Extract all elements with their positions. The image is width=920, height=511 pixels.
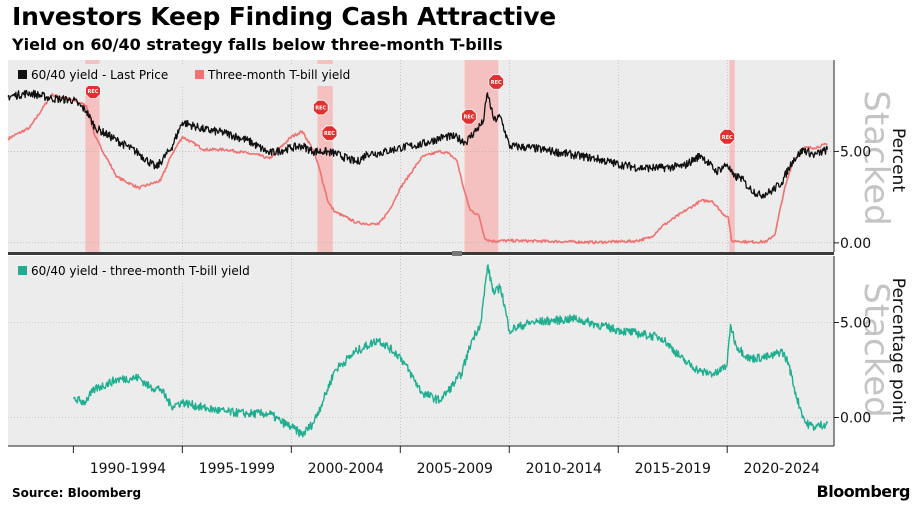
x-axis: 1990-1994 1995-1999 2000-2004 2005-2009 2010… [8, 445, 834, 477]
bottom-legend: 60/40 yield - three-month T-bill yield [12, 260, 282, 282]
top-ylabel: Percent [888, 128, 908, 192]
rec-marker-shape-5 [719, 128, 735, 145]
top-panel: REC REC REC REC REC REC 60/40 yield - Last Pr… [7, 60, 908, 252]
bottom-legend-background [12, 260, 282, 282]
legend-label-spread: 60/40 yield - three-month T-bill yield [31, 264, 250, 278]
rec-marker-shape-1 [312, 99, 329, 116]
x-tick-label-5: 2015-2019 [635, 461, 711, 477]
bottom-watermark: Stacked [856, 282, 896, 417]
rec-marker-label-2: REC [324, 131, 335, 137]
top-legend-background [12, 64, 366, 86]
chart-subtitle: Yield on 60/40 strategy falls below thre… [12, 35, 503, 54]
top-panel-background [8, 60, 834, 252]
rec-marker-label-0: REC [88, 89, 99, 95]
legend-label-6040-yield: 60/40 yield - Last Price [31, 68, 168, 82]
top-gridlines [8, 60, 834, 252]
legend-swatch-red [195, 70, 204, 79]
bottom-ytick-label-0: 0.00 [840, 411, 871, 427]
top-ytick-label-0: 0.00 [840, 236, 871, 252]
rec-marker-label-5: REC [722, 135, 733, 141]
rec-marker-label-1: REC [315, 106, 326, 112]
legend-swatch-black [18, 70, 27, 79]
x-tick-label-2: 2000-2004 [308, 461, 384, 477]
series-line-tbill-yield [7, 93, 828, 245]
x-tick-label-0: 1990-1994 [90, 461, 166, 477]
bottom-panel-background [8, 256, 834, 446]
top-legend: 60/40 yield - Last Price Three-month T-b… [12, 64, 366, 86]
top-ytick-label-1: 5.00 [840, 144, 871, 160]
rec-marker-shape-2 [321, 125, 338, 141]
chart-title: Investors Keep Finding Cash Attractive [12, 2, 557, 31]
rec-marker-0[interactable]: REC [85, 83, 101, 99]
top-series-lines [7, 89, 829, 245]
recession-band-3 [729, 60, 735, 252]
x-tick-label-6: 2020-2024 [744, 461, 820, 477]
rec-marker-5[interactable]: REC [719, 128, 735, 145]
rec-marker-label-4: REC [491, 80, 502, 86]
panel-divider [8, 252, 834, 255]
bottom-series-lines [72, 264, 829, 438]
recession-band-2 [464, 60, 499, 252]
bottom-y-ticks: 0.00 5.00 [833, 256, 871, 446]
rec-marker-4[interactable]: REC [488, 74, 505, 90]
x-tick-label-3: 2005-2009 [417, 461, 493, 477]
rec-marker-shape-3 [461, 108, 477, 125]
bottom-ylabel: Percentage point [888, 278, 908, 423]
top-y-ticks: 0.00 5.00 [833, 60, 871, 252]
source-note: Source: Bloomberg [12, 486, 142, 500]
bottom-panel: 60/40 yield - three-month T-bill yield S… [8, 256, 908, 446]
series-line-spread [72, 264, 829, 438]
x-tick-label-1: 1995-1999 [199, 461, 275, 477]
rec-marker-3[interactable]: REC [461, 108, 477, 125]
legend-swatch-green [18, 266, 27, 275]
top-watermark: Stacked [856, 90, 896, 225]
bottom-ytick-label-1: 5.00 [840, 316, 871, 332]
series-line-6040-yield [7, 89, 829, 199]
rec-marker-1[interactable]: REC [312, 99, 329, 116]
recession-band-0 [85, 60, 100, 252]
recession-band-1 [317, 60, 333, 252]
panel-divider-handle[interactable] [452, 251, 462, 256]
rec-marker-shape-4 [488, 74, 505, 90]
legend-label-tbill-yield: Three-month T-bill yield [207, 68, 350, 82]
top-recession-bands [85, 60, 735, 252]
top-rec-markers: REC REC REC REC REC REC [85, 74, 735, 145]
rec-marker-shape-0 [85, 83, 101, 99]
brand-logo: Bloomberg [816, 482, 911, 501]
x-tick-label-4: 2010-2014 [526, 461, 602, 477]
rec-marker-label-3: REC [463, 115, 474, 121]
rec-marker-2[interactable]: REC [321, 125, 338, 141]
